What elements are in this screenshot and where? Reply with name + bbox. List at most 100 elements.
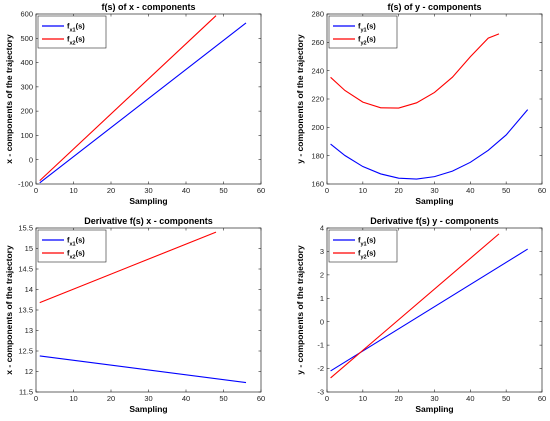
chart-panel-3: 0 10 20 30 40 50 60 11.5 12 12.5 13 13.5 14 14.5 15 15.… xyxy=(4,216,265,414)
legend-entry: fy1(s) xyxy=(358,22,376,34)
x-axis-label: Sampling xyxy=(415,196,453,206)
y-tick-label: 12.5 xyxy=(18,347,33,356)
y-tick-label: 13 xyxy=(25,326,33,335)
series-line-x2 xyxy=(39,15,217,182)
y-axis-label: x - components of the trajectory xyxy=(4,34,14,164)
legend-entry-sub: x2 xyxy=(70,41,76,47)
x-tick-label: 0 xyxy=(325,394,329,403)
y-tick-label: 180 xyxy=(311,151,324,160)
y-tick-label: 400 xyxy=(20,58,33,67)
x-tick-label: 60 xyxy=(538,394,546,403)
series-line-y2 xyxy=(330,33,500,109)
y-tick-label: 14 xyxy=(25,285,33,294)
series-line-x1 xyxy=(39,355,247,384)
legend-entry-sub: y1 xyxy=(361,28,367,34)
legend: fx1(s)fx2(s) xyxy=(37,229,107,263)
x-tick-label: 10 xyxy=(359,394,367,403)
chart-panel-4: 0 10 20 30 40 50 60 -3 -2 -1 0 1 2 3 4 Derivative f(s) … xyxy=(295,216,546,414)
legend: fy1(s)fy2(s) xyxy=(328,15,398,49)
y-tick-label: -100 xyxy=(18,180,33,189)
legend-entry-name: f xyxy=(67,236,70,245)
x-tick-label: 20 xyxy=(394,394,402,403)
y-tick-label: 200 xyxy=(20,107,33,116)
series-line-y1 xyxy=(330,248,528,372)
x-tick-label: 50 xyxy=(219,186,227,195)
chart-title: Derivative f(s) x - components xyxy=(84,216,213,226)
legend-entry: fy2(s) xyxy=(358,35,376,47)
y-tick-label: 280 xyxy=(311,10,324,19)
y-tick-label: 13.5 xyxy=(18,306,33,315)
x-tick-label: 20 xyxy=(107,394,115,403)
x-tick-label: 30 xyxy=(144,186,152,195)
legend-entry-suffix: (s) xyxy=(76,236,86,245)
legend-entry-name: f xyxy=(67,249,70,258)
y-tick-label: 0 xyxy=(29,155,33,164)
y-tick-label: 100 xyxy=(20,131,33,140)
legend-entry-name: f xyxy=(67,35,70,44)
y-tick-label: -3 xyxy=(317,388,324,397)
x-tick-label: 40 xyxy=(466,186,474,195)
x-axis-label: Sampling xyxy=(415,404,453,414)
x-tick-label: 0 xyxy=(325,186,329,195)
x-axis-label: Sampling xyxy=(129,196,167,206)
legend-entry-suffix: (s) xyxy=(367,236,377,245)
y-tick-label: 220 xyxy=(311,95,324,104)
y-tick-label: 15.5 xyxy=(18,224,33,233)
legend: fx1(s)fx2(s) xyxy=(37,15,107,49)
legend-entry-sub: y2 xyxy=(361,255,367,261)
x-tick-label: 50 xyxy=(502,394,510,403)
x-tick-label: 20 xyxy=(107,186,115,195)
series-line-y2 xyxy=(330,233,500,379)
y-tick-label: 14.5 xyxy=(18,265,33,274)
legend-box xyxy=(37,229,107,263)
legend-entry-suffix: (s) xyxy=(367,249,377,258)
y-tick-label: -2 xyxy=(317,364,324,373)
x-tick-label: 0 xyxy=(34,186,38,195)
x-tick-label: 10 xyxy=(359,186,367,195)
legend-entry-suffix: (s) xyxy=(76,249,86,258)
y-tick-label: 11.5 xyxy=(19,388,33,397)
legend-entry-suffix: (s) xyxy=(367,35,377,44)
x-tick-label: 30 xyxy=(430,186,438,195)
y-tick-label: 160 xyxy=(311,180,324,189)
y-axis-label: y - components of the trajectory xyxy=(295,34,305,164)
chart-panel-1: 0 10 20 30 40 50 60-1000100200300400500600f(s)… xyxy=(4,2,265,206)
y-tick-label: 4 xyxy=(320,224,324,233)
legend-entry-name: f xyxy=(67,22,70,31)
x-tick-label: 50 xyxy=(502,186,510,195)
legend-entry: fx1(s) xyxy=(67,236,85,248)
y-tick-label: 300 xyxy=(20,82,33,91)
y-tick-label: 600 xyxy=(20,10,33,19)
x-axis-label: Sampling xyxy=(129,404,167,414)
legend-entry-sub: y2 xyxy=(361,41,367,47)
x-tick-label: 40 xyxy=(182,394,190,403)
x-tick-label: 10 xyxy=(69,394,77,403)
legend-entry: fx2(s) xyxy=(67,249,85,261)
y-tick-label: 200 xyxy=(311,123,324,132)
legend-box xyxy=(328,229,398,263)
y-tick-label: 240 xyxy=(311,66,324,75)
x-tick-label: 10 xyxy=(69,186,77,195)
legend-entry-sub: x1 xyxy=(70,242,76,248)
legend-entry-suffix: (s) xyxy=(76,22,86,31)
y-tick-label: 12 xyxy=(25,367,33,376)
series-line-y1 xyxy=(330,109,529,180)
y-axis-label: y - components of the trajectory xyxy=(295,245,305,375)
x-tick-label: 30 xyxy=(430,394,438,403)
y-tick-label: 15 xyxy=(25,244,33,253)
legend-entry-name: f xyxy=(358,236,361,245)
legend-box xyxy=(328,15,398,49)
y-tick-label: -1 xyxy=(317,341,324,350)
legend-entry-suffix: (s) xyxy=(76,35,86,44)
legend: fy1(s)fy2(s) xyxy=(328,229,398,263)
series-line-x1 xyxy=(39,22,247,184)
y-axis-label: x - components of the trajectory xyxy=(4,245,14,375)
legend-entry-name: f xyxy=(358,35,361,44)
chart-title: f(s) of y - components xyxy=(388,2,482,12)
y-tick-label: 1 xyxy=(320,294,324,303)
legend-entry-suffix: (s) xyxy=(367,22,377,31)
legend-entry: fx1(s) xyxy=(67,22,85,34)
y-tick-label: 0 xyxy=(320,317,324,326)
y-tick-label: 260 xyxy=(311,38,324,47)
